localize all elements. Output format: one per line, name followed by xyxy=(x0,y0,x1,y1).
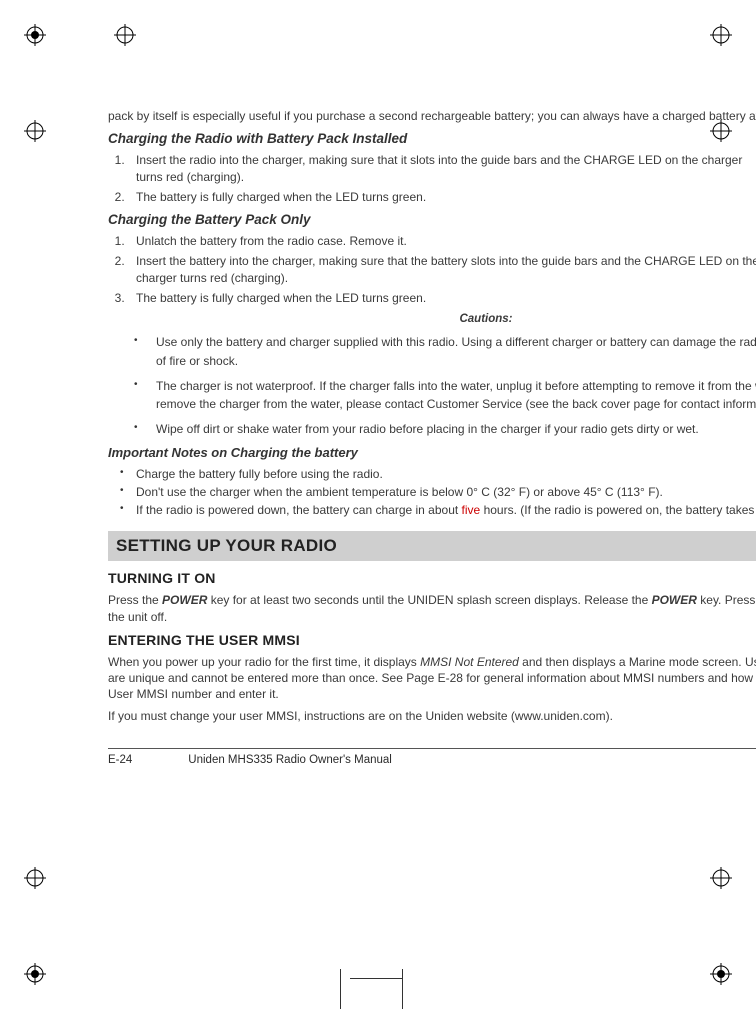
crop-mark-icon xyxy=(710,24,732,46)
crop-mark-icon xyxy=(114,24,136,46)
text: hours. (If the radio is powered on, the … xyxy=(480,503,756,517)
paragraph: If you must change your user MMSI, instr… xyxy=(108,708,756,724)
list-item: If the radio is powered down, the batter… xyxy=(120,502,756,518)
crop-mark-icon xyxy=(24,963,46,985)
section-heading: Important Notes on Charging the battery xyxy=(108,444,756,462)
list-item: Use only the battery and charger supplie… xyxy=(134,333,756,370)
list-item: Unlatch the battery from the radio case.… xyxy=(128,233,756,249)
list-item: Don't use the charger when the ambient t… xyxy=(120,484,756,500)
crop-mark-icon xyxy=(710,867,732,889)
section-banner: SETTING UP YOUR RADIO xyxy=(108,531,756,562)
section-heading: Charging the Radio with Battery Pack Ins… xyxy=(108,130,756,148)
intro-paragraph: pack by itself is especially useful if y… xyxy=(108,108,756,124)
manual-title: Uniden MHS335 Radio Owner's Manual xyxy=(188,753,392,769)
steps-list: Insert the radio into the charger, makin… xyxy=(110,152,756,205)
text: If the radio is powered down, the batter… xyxy=(136,503,462,517)
section-heading: Charging the Battery Pack Only xyxy=(108,211,756,229)
footer-rule xyxy=(108,748,756,749)
screen-text: MMSI Not Entered xyxy=(420,655,519,669)
subsection-heading: TURNING IT ON xyxy=(108,569,756,588)
page-number: E-24 xyxy=(108,753,132,769)
crop-line xyxy=(340,969,341,1009)
crop-mark-icon xyxy=(24,120,46,142)
crop-mark-icon xyxy=(710,963,732,985)
highlight-text: five xyxy=(462,503,481,517)
key-name: POWER xyxy=(652,593,697,607)
text: Press the xyxy=(108,593,162,607)
list-item: Wipe off dirt or shake water from your r… xyxy=(134,420,756,439)
paragraph: Press the POWER key for at least two sec… xyxy=(108,592,756,624)
notes-list: Charge the battery fully before using th… xyxy=(108,466,756,519)
crop-mark-icon xyxy=(24,24,46,46)
list-item: Insert the battery into the charger, mak… xyxy=(128,253,756,285)
crop-line xyxy=(402,969,403,1009)
key-name: POWER xyxy=(162,593,207,607)
list-item: The battery is fully charged when the LE… xyxy=(128,290,756,306)
list-item: Charge the battery fully before using th… xyxy=(120,466,756,482)
list-item: The battery is fully charged when the LE… xyxy=(128,189,756,205)
cautions-list: Use only the battery and charger supplie… xyxy=(108,333,756,438)
list-item: The charger is not waterproof. If the ch… xyxy=(134,377,756,414)
page-footer: E-24 Uniden MHS335 Radio Owner's Manual xyxy=(108,753,756,769)
steps-list: Unlatch the battery from the radio case.… xyxy=(110,233,756,306)
subsection-heading: ENTERING THE USER MMSI xyxy=(108,631,756,650)
text: When you power up your radio for the fir… xyxy=(108,655,420,669)
crop-mark-icon xyxy=(24,867,46,889)
text: key for at least two seconds until the U… xyxy=(207,593,651,607)
list-item: Insert the radio into the charger, makin… xyxy=(128,152,756,184)
cautions-heading: Cautions: xyxy=(108,312,756,328)
crop-line xyxy=(350,978,402,979)
paragraph: When you power up your radio for the fir… xyxy=(108,654,756,703)
page-body: pack by itself is especially useful if y… xyxy=(108,108,756,769)
